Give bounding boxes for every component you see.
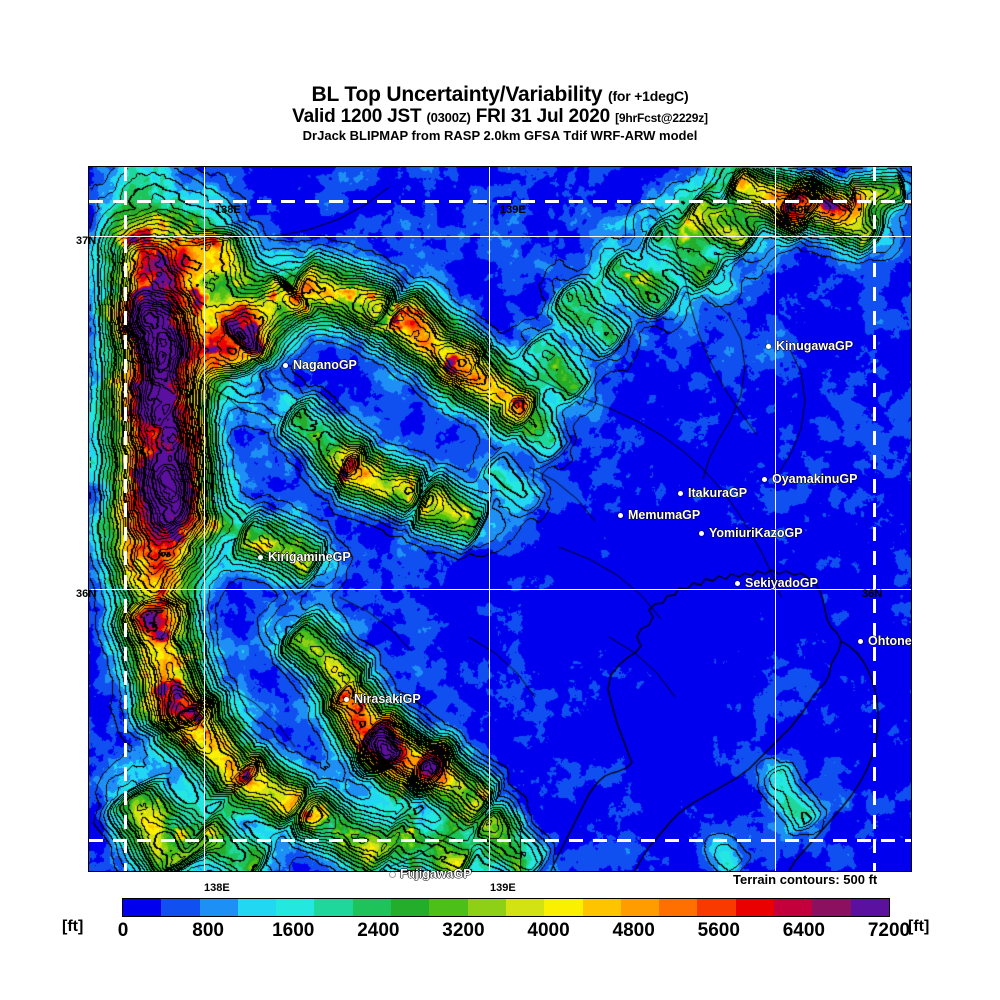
station-dot-icon	[390, 871, 395, 877]
terrain-contour-note: Terrain contours: 500 ft	[733, 872, 878, 887]
valid-time: Valid 1200 JST	[292, 106, 422, 128]
gridline-lat-37n	[89, 236, 911, 237]
station-dot-icon	[344, 696, 349, 702]
title-block: BL Top Uncertainty/Variability (for +1de…	[0, 83, 1000, 144]
colorbar-band-13	[620, 899, 660, 916]
domain-box-bottom	[89, 839, 911, 842]
grid-label-139e-1: 139E	[500, 204, 526, 216]
forecast-hour: [9hrFcst@2229z]	[615, 111, 708, 126]
colorbar-band-11	[544, 899, 583, 916]
colorbar-band-1	[161, 899, 200, 916]
station-marker-kirigaminegp[interactable]: KirigamineGP	[258, 550, 351, 564]
colorbar-band-2	[199, 899, 238, 916]
valid-date: FRI 31 Jul 2020	[475, 106, 610, 128]
colorbar-band-6	[352, 899, 392, 916]
colorbar-band-4	[276, 899, 315, 916]
station-dot-icon	[678, 490, 683, 496]
colorbar-tick-800: 800	[192, 920, 224, 941]
station-label: OyamakinuGP	[772, 472, 858, 486]
station-dot-icon	[283, 362, 288, 368]
domain-box-right	[873, 167, 876, 871]
colorbar-band-15	[697, 899, 736, 916]
colorbar-band-3	[237, 899, 277, 916]
station-dot-icon	[735, 580, 740, 586]
station-marker-kinugawagp[interactable]: KinugawaGP	[766, 339, 853, 353]
grid-label-139e-7: 139E	[490, 882, 516, 894]
station-label: YomiuriKazoGP	[709, 526, 803, 540]
station-label: SekiyadoGP	[745, 576, 818, 590]
colorbar-tick-1600: 1600	[272, 920, 315, 941]
grid-label-140e-2: 140E	[785, 204, 811, 216]
gridline-lon-140e	[775, 167, 776, 871]
station-label: NaganoGP	[293, 358, 357, 372]
colorbar-band-5	[314, 899, 353, 916]
grid-label-138e-6: 138E	[204, 882, 230, 894]
colorbar-swatches	[122, 898, 890, 917]
colorbar-tick-5600: 5600	[697, 920, 740, 941]
station-marker-yomiurikazogp[interactable]: YomiuriKazoGP	[699, 526, 803, 540]
station-marker-sekiyadogp[interactable]: SekiyadoGP	[735, 576, 818, 590]
grid-label-36n-5: 36N	[862, 588, 883, 600]
station-label: KirigamineGP	[268, 550, 351, 564]
gridline-lon-139e	[489, 167, 490, 871]
gridline-lon-138e	[204, 167, 205, 871]
colorbar-band-12	[582, 899, 621, 916]
colorbar-band-10	[505, 899, 545, 916]
station-dot-icon	[699, 530, 704, 536]
terrain-uncertainty-field	[89, 167, 911, 871]
station-label: FujigawaGP	[400, 867, 472, 881]
station-marker-oyamakinugp[interactable]: OyamakinuGP	[762, 472, 857, 486]
chart-subtitle-valid: Valid 1200 JST (0300Z) FRI 31 Jul 2020 […	[0, 107, 1000, 127]
station-marker-ohtone[interactable]: Ohtone	[858, 634, 912, 648]
colorbar-band-0	[123, 899, 162, 916]
station-marker-memumagp[interactable]: MemumaGP	[618, 508, 700, 522]
station-dot-icon	[858, 638, 863, 644]
colorbar-tick-3200: 3200	[442, 920, 485, 941]
colorbar-tick-4000: 4000	[527, 920, 570, 941]
colorbar-tick-7200: 7200	[867, 920, 911, 941]
station-label: ItakuraGP	[688, 486, 748, 500]
grid-label-37n-3: 37N	[76, 235, 97, 247]
station-dot-icon	[762, 476, 767, 482]
colorbar-band-18	[812, 899, 851, 916]
station-label: NirasakiGP	[354, 692, 421, 706]
station-label: Ohtone	[868, 634, 912, 648]
grid-label-36n-4: 36N	[76, 588, 97, 600]
colorbar-band-16	[735, 899, 775, 916]
title-main-suffix: (for +1degC)	[607, 88, 689, 104]
colorbar-band-19	[850, 899, 889, 916]
station-dot-icon	[618, 512, 623, 518]
colorbar-tick-2400: 2400	[357, 920, 400, 941]
station-marker-fujigawagp[interactable]: FujigawaGP	[390, 867, 472, 881]
colorbar-unit-left: [ft]	[62, 918, 84, 935]
gridline-lat-36n	[89, 589, 911, 590]
colorbar-band-8	[429, 899, 468, 916]
colorbar-band-14	[659, 899, 698, 916]
colorbar-tick-4800: 4800	[612, 920, 655, 941]
station-marker-itakuragp[interactable]: ItakuraGP	[678, 486, 747, 500]
station-label: KinugawaGP	[776, 339, 854, 353]
grid-label-138e-0: 138E	[215, 204, 241, 216]
colorbar-band-9	[467, 899, 506, 916]
model-source: DrJack BLIPMAP from RASP 2.0km GFSA Tdif…	[302, 128, 698, 144]
colorbar-legend: [ft] [ft] 0 800 1600 2400 3200 4000 4800 5600 64…	[0, 896, 1000, 956]
map-panel[interactable]	[88, 166, 912, 872]
valid-time-utc: (0300Z)	[426, 110, 471, 126]
colorbar-tick-6400: 6400	[782, 920, 826, 941]
colorbar-tick-0: 0	[117, 920, 129, 941]
station-dot-icon	[258, 554, 263, 560]
colorbar-band-7	[391, 899, 430, 916]
station-dot-icon	[766, 343, 771, 349]
colorbar-band-17	[774, 899, 813, 916]
station-marker-nirasakigp[interactable]: NirasakiGP	[344, 692, 421, 706]
station-marker-naganogp[interactable]: NaganoGP	[283, 358, 357, 372]
domain-box-left	[124, 167, 127, 871]
station-label: MemumaGP	[628, 508, 701, 522]
colorbar-unit-right: [ft]	[908, 918, 930, 935]
title-main: BL Top Uncertainty/Variability	[311, 83, 603, 106]
domain-box-top	[89, 200, 911, 203]
chart-title: BL Top Uncertainty/Variability (for +1de…	[0, 83, 1000, 106]
